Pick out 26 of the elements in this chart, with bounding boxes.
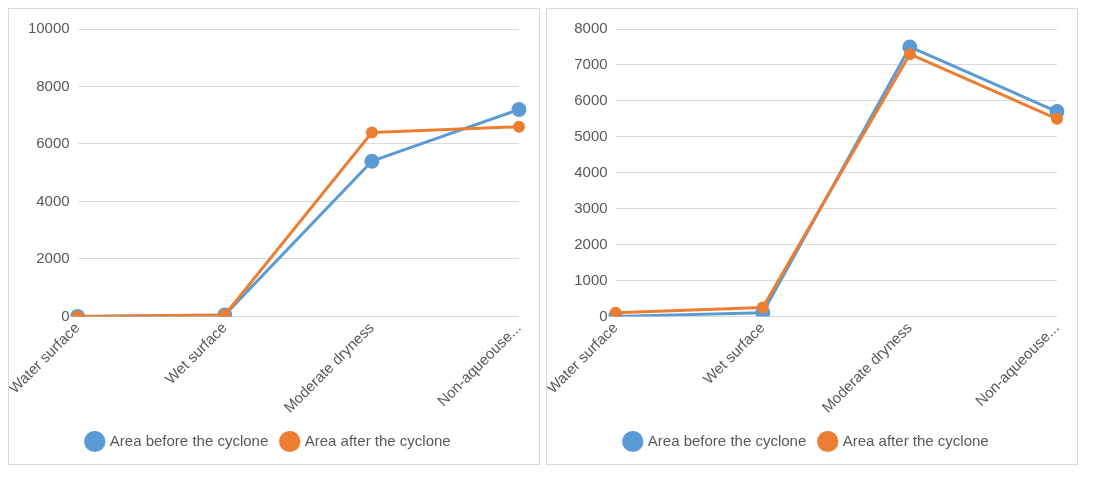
y-tick-label: 4000	[36, 191, 70, 209]
y-tick-label: 2000	[574, 234, 608, 252]
y-tick-label: 4000	[574, 162, 608, 180]
point	[511, 101, 527, 117]
y-tick-label: 6000	[574, 90, 608, 108]
y-tick-label: 10000	[27, 19, 70, 37]
legend-label: Area before the cyclone	[109, 431, 269, 449]
legend-label: Area after the cyclone	[842, 431, 989, 449]
legend-label: Area after the cyclone	[304, 431, 451, 449]
y-tick-label: 3000	[574, 198, 608, 216]
y-tick-label: 7000	[574, 55, 608, 73]
y-tick-label: 0	[599, 306, 608, 324]
point	[365, 126, 378, 139]
point	[513, 120, 525, 133]
y-tick-label: 1000	[574, 270, 608, 288]
point	[1051, 112, 1063, 125]
point	[903, 48, 916, 61]
y-tick-label: 8000	[36, 76, 70, 94]
y-tick-label: 5000	[574, 126, 608, 144]
point	[364, 153, 380, 169]
y-tick-label: 6000	[36, 134, 70, 152]
y-tick-label: 8000	[574, 19, 608, 37]
y-tick-label: 0	[61, 306, 70, 324]
y-tick-label: 2000	[36, 249, 70, 267]
point	[756, 301, 769, 314]
legend-label: Area before the cyclone	[647, 431, 807, 449]
